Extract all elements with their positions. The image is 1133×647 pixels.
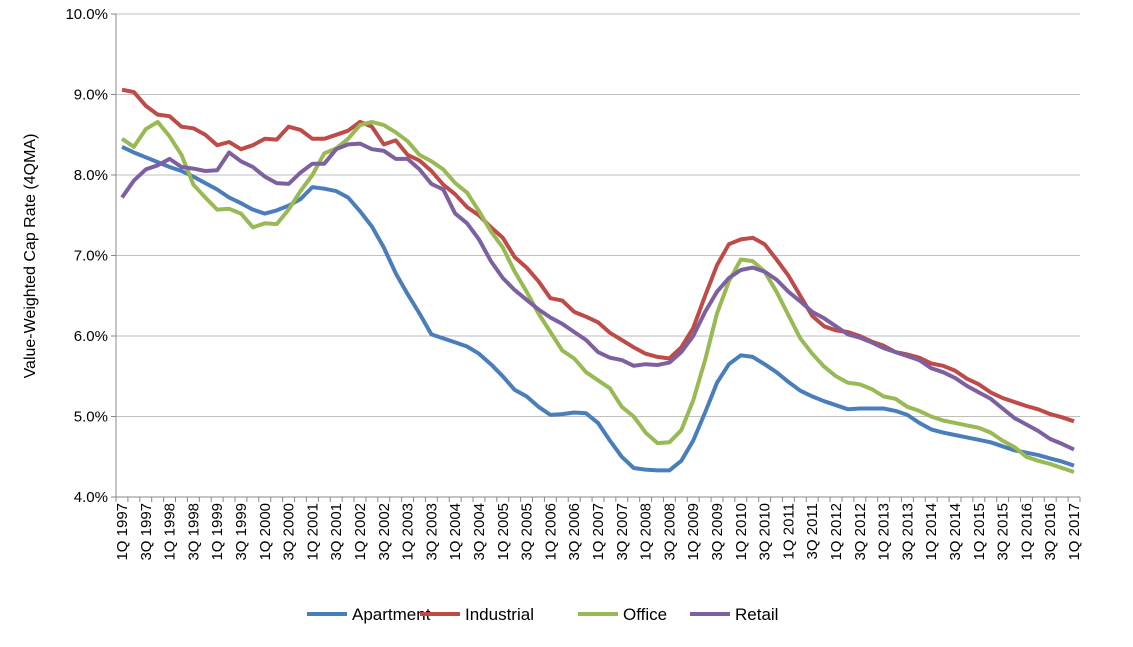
x-tick-label: 3Q 1998: [185, 503, 202, 561]
x-tick-label: 1Q 1999: [209, 503, 226, 561]
x-axis-tick-labels: 1Q 1997 3Q 1997 1Q 1998 3Q 1998 1Q 1999 3Q 19…: [114, 503, 1083, 561]
legend-item-retail: Retail: [690, 605, 778, 624]
x-tick-label: 3Q 2010: [757, 503, 774, 561]
x-tick-label: 1Q 2012: [828, 503, 845, 561]
y-tick-label: 7.0%: [74, 248, 108, 265]
x-tick-label: 3Q 2014: [947, 503, 964, 561]
x-tick-label: 3Q 2012: [852, 503, 869, 561]
legend-item-office: Office: [578, 605, 667, 624]
legend-item-industrial: Industrial: [420, 605, 534, 624]
y-tick-label: 4.0%: [74, 489, 108, 506]
x-tick-label: 1Q 2014: [923, 503, 940, 561]
x-tick-label: 1Q 1997: [114, 503, 131, 561]
legend-label: Retail: [735, 605, 778, 624]
x-tick-label: 1Q 2005: [495, 503, 512, 561]
x-tick-label: 1Q 2011: [780, 503, 797, 559]
legend-label: Industrial: [465, 605, 534, 624]
x-tick-label: 1Q 2013: [876, 503, 893, 561]
x-tick-label: 1Q 2009: [685, 503, 702, 561]
x-tick-label: 1Q 2001: [304, 503, 321, 561]
gridlines: [116, 13, 1080, 417]
x-tick-label: 1Q 2017: [1066, 503, 1083, 561]
x-tick-label: 1Q 2008: [638, 503, 655, 561]
x-tick-label: 3Q 2006: [566, 503, 583, 561]
x-tick-label: 3Q 1999: [233, 503, 250, 561]
x-tick-label: 3Q 2003: [423, 503, 440, 561]
x-tick-label: 1Q 2007: [590, 503, 607, 561]
x-tick-label: 3Q 2002: [376, 503, 393, 561]
series-line-industrial: [121, 87, 1075, 424]
y-tick-label: 5.0%: [74, 409, 108, 426]
legend-label: Office: [623, 605, 667, 624]
x-tick-label: 1Q 2010: [733, 503, 750, 561]
x-tick-label: 3Q 2007: [614, 503, 631, 561]
x-tick-label: 3Q 2016: [1042, 503, 1059, 561]
y-tick-label: 6.0%: [74, 328, 108, 345]
x-tick-label: 1Q 2004: [447, 503, 464, 561]
series-line-office: [120, 119, 1075, 474]
x-tick-label: 3Q 2000: [281, 503, 298, 561]
x-tick-label: 1Q 2000: [257, 503, 274, 561]
x-tick-label: 3Q 2015: [995, 503, 1012, 561]
x-tick-label: 3Q 1997: [138, 503, 155, 561]
y-tick-label: 8.0%: [74, 167, 108, 184]
legend-item-apartment: Apartment: [307, 605, 431, 624]
axes: [111, 13, 1081, 502]
series-lines: [120, 87, 1075, 474]
x-tick-label: 3Q 2005: [519, 503, 536, 561]
x-tick-label: 1Q 2002: [352, 503, 369, 561]
x-tick-label: 1Q 2016: [1018, 503, 1035, 561]
x-tick-label: 3Q 2009: [709, 503, 726, 561]
legend: Apartment Industrial Office Retail: [307, 605, 778, 624]
series-line-apartment: [121, 144, 1075, 473]
x-tick-label: 3Q 2004: [471, 503, 488, 561]
y-axis-tick-labels: 4.0% 5.0% 6.0% 7.0% 8.0% 9.0% 10.0%: [65, 6, 108, 506]
y-tick-label: 10.0%: [65, 6, 108, 23]
x-tick-label: 3Q 2011: [804, 503, 821, 559]
x-tick-label: 1Q 2003: [400, 503, 417, 561]
x-tick-label: 1Q 1998: [162, 503, 179, 561]
x-tick-label: 1Q 2015: [971, 503, 988, 561]
legend-label: Apartment: [352, 605, 431, 624]
x-tick-label: 3Q 2001: [328, 503, 345, 561]
y-axis-title: Value-Weighted Cap Rate (4QMA): [22, 134, 39, 379]
series-line-retail: [120, 141, 1075, 452]
x-tick-label: 1Q 2006: [542, 503, 559, 561]
x-tick-label: 3Q 2013: [899, 503, 916, 561]
y-tick-label: 9.0%: [74, 87, 108, 104]
x-tick-label: 3Q 2008: [661, 503, 678, 561]
